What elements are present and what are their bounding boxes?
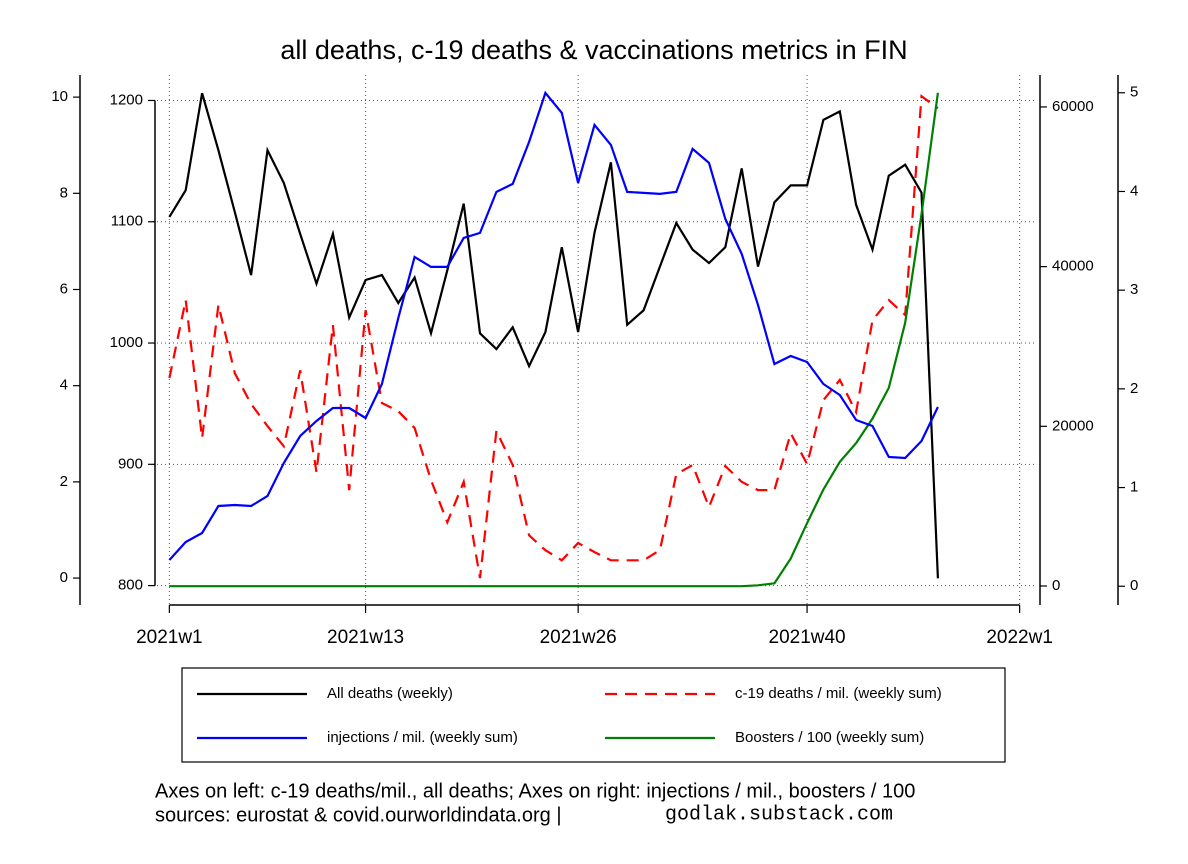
- series-line: [169, 92, 939, 588]
- y-tick-label: 0: [1052, 577, 1060, 594]
- y-tick-label: 1000: [110, 334, 143, 351]
- y-tick-label: 1100: [111, 213, 143, 230]
- y-tick-label: 0: [60, 569, 68, 586]
- x-tick-label: 2021w1: [136, 627, 203, 648]
- x-tick-label: 2021w13: [327, 627, 404, 648]
- y-tick-label: 10: [51, 88, 68, 105]
- x-tick-label: 2021w40: [769, 627, 846, 648]
- legend-label: All deaths (weekly): [327, 685, 453, 702]
- y-tick-label: 2: [1130, 380, 1138, 397]
- y-tick-label: 0: [1130, 577, 1138, 594]
- series-line: [168, 92, 939, 579]
- y-tick-label: 40000: [1052, 258, 1094, 275]
- chart-title: all deaths, c-19 deaths & vaccinations m…: [280, 35, 907, 65]
- y-tick-label: 1200: [110, 91, 143, 108]
- y-tick-label: 6: [60, 280, 68, 297]
- legend-label: injections / mil. (weekly sum): [327, 729, 518, 746]
- footnote: Axes on left: c-19 deaths/mil., all deat…: [155, 780, 915, 802]
- x-tick-label: 2022w1: [986, 627, 1053, 648]
- y-tick-label: 3: [1130, 281, 1138, 298]
- y-tick-label: 5: [1130, 84, 1138, 101]
- footnote: sources: eurostat & covid.ourworldindata…: [155, 804, 562, 826]
- y-tick-label: 1: [1130, 479, 1138, 496]
- legend-label: c-19 deaths / mil. (weekly sum): [735, 685, 942, 702]
- y-tick-label: 60000: [1052, 98, 1094, 115]
- y-tick-label: 900: [118, 455, 143, 472]
- y-tick-label: 8: [60, 184, 68, 201]
- y-tick-label: 4: [1130, 182, 1138, 199]
- series-line: [168, 90, 939, 561]
- y-tick-label: 20000: [1052, 417, 1094, 434]
- legend-label: Boosters / 100 (weekly sum): [735, 729, 924, 746]
- y-tick-label: 2: [60, 473, 68, 490]
- x-tick-label: 2021w26: [540, 627, 617, 648]
- footnote-site: godlak.substack.com: [665, 803, 893, 826]
- legend-box: [181, 667, 1006, 763]
- y-tick-label: 4: [60, 377, 68, 394]
- y-tick-label: 800: [118, 577, 143, 594]
- series-line: [168, 94, 939, 579]
